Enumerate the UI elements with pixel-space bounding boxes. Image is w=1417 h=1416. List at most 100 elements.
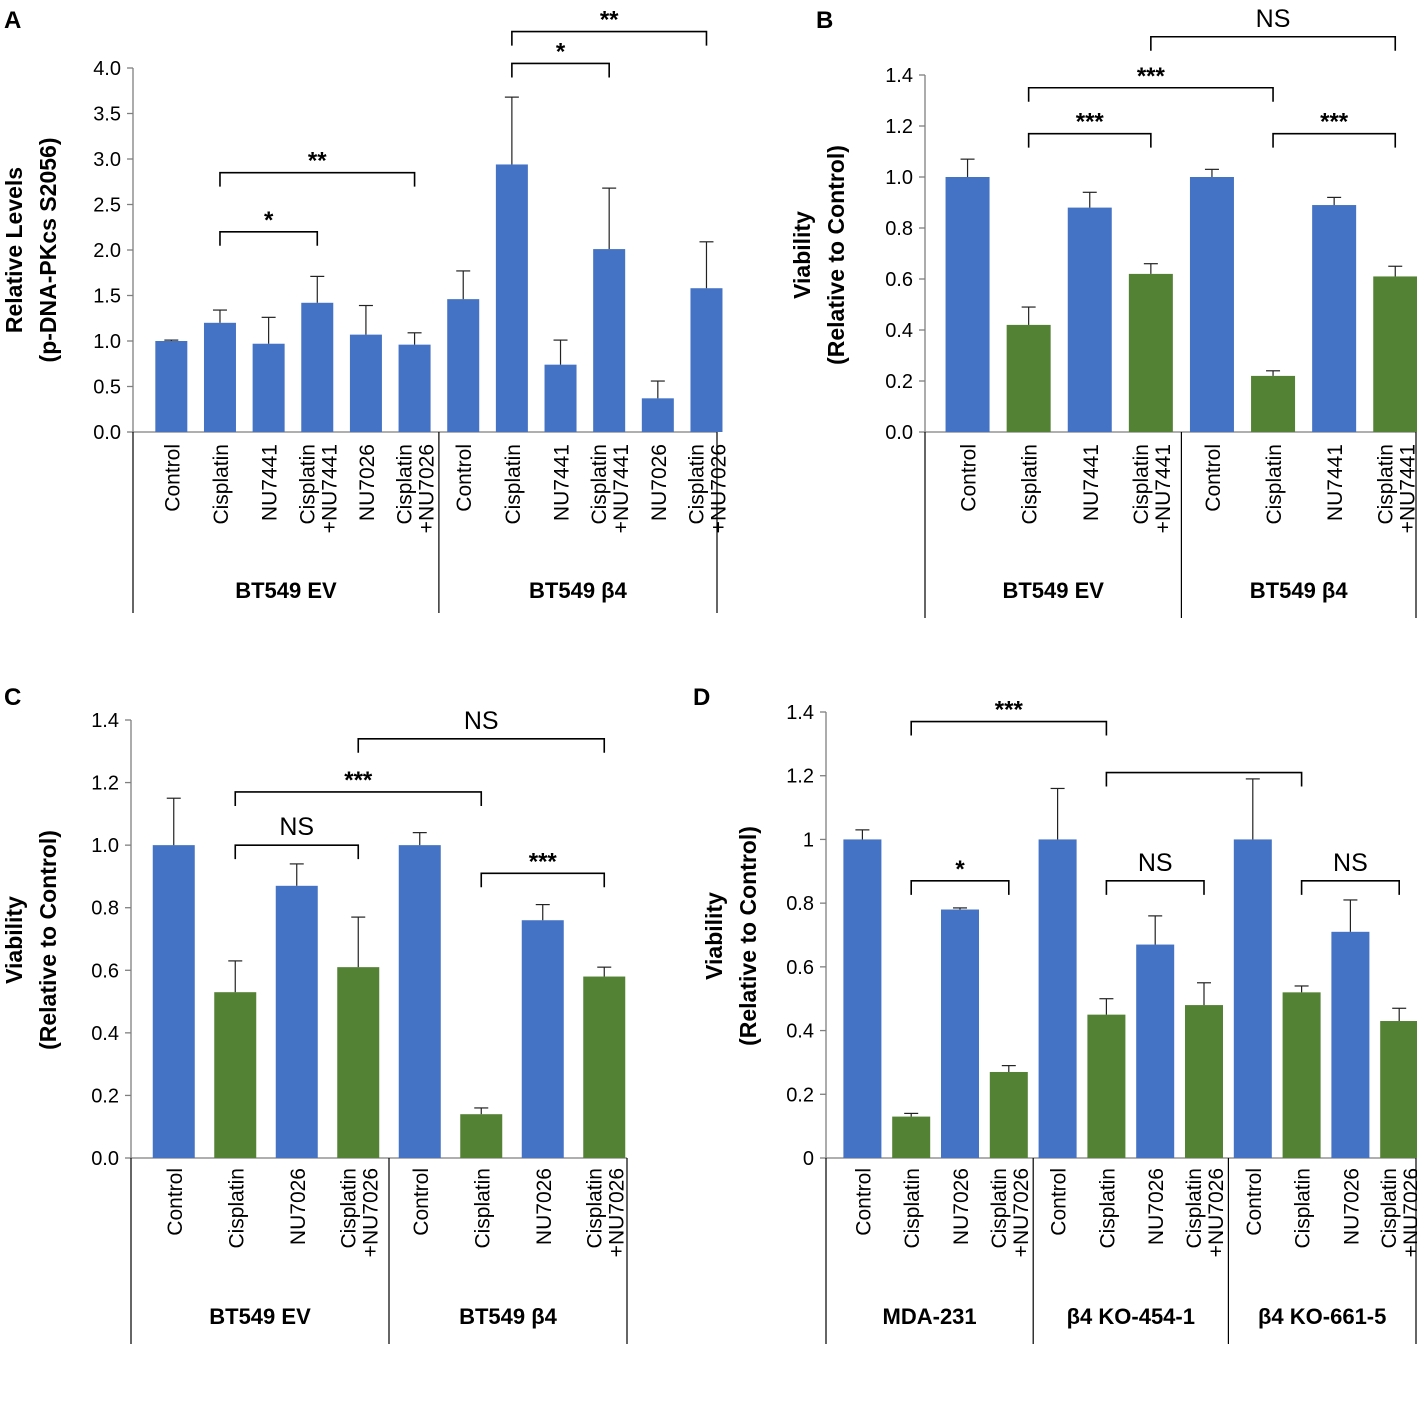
y-tick-label: 0.2: [91, 1085, 119, 1107]
group-label: BT549 β4: [529, 578, 628, 603]
category-label: Cisplatin: [1183, 1168, 1206, 1249]
bar: [989, 1071, 1028, 1158]
category-label: Control: [410, 1168, 433, 1236]
bar: [152, 845, 195, 1158]
y-axis-title-line-1: Viability: [701, 892, 727, 980]
bar: [1312, 205, 1357, 432]
y-axis-title-line-1: Viability: [1, 896, 27, 984]
bar: [155, 341, 188, 432]
bar: [1136, 944, 1175, 1158]
y-tick-label: 0.6: [885, 269, 913, 291]
significance-label: ***: [529, 848, 558, 875]
category-label: NU7026: [533, 1168, 556, 1245]
bar: [641, 398, 674, 432]
bar: [1373, 276, 1417, 432]
y-axis-title-line-1: Relative Levels: [1, 167, 27, 333]
category-label: +NU7441: [318, 444, 341, 533]
y-tick-label: 0.4: [91, 1023, 119, 1045]
significance-bracket: [910, 880, 1010, 895]
y-tick-label: 4.0: [93, 58, 121, 80]
y-tick-label: 1.2: [885, 116, 913, 138]
bar: [275, 885, 318, 1158]
category-label: Cisplatin: [394, 444, 417, 525]
panel-c-chart: C Viability (Relative to Control) 0.0 0.2 0.4…: [1, 684, 628, 1344]
y-tick-label: 1.4: [885, 65, 913, 87]
significance-label: ***: [344, 767, 373, 794]
bar: [892, 1116, 931, 1158]
bar: [843, 839, 882, 1158]
y-tick-label: 3.5: [93, 104, 121, 126]
significance-label: *: [556, 38, 566, 65]
y-axis-title: Viability (Relative to Control): [701, 826, 761, 1046]
significance-bracket: [511, 62, 610, 78]
significance-bracket: [910, 720, 1108, 736]
significance-bracket: [1105, 880, 1205, 895]
significance-label: NS: [464, 707, 499, 735]
y-tick-label: 2.5: [93, 195, 121, 217]
panel-b-chart: B Viability (Relative to Control) 0.0 0.2 0.4…: [789, 5, 1417, 618]
significance-bracket: [511, 30, 708, 46]
bar: [1251, 375, 1296, 432]
bar: [583, 976, 626, 1158]
category-label: +NU7441: [1152, 444, 1175, 533]
bar: [690, 288, 723, 432]
category-label: Cisplatin: [1374, 444, 1397, 525]
bar: [941, 909, 979, 1158]
y-tick-label: 0.0: [91, 1148, 119, 1170]
y-tick-label: 0.4: [885, 320, 913, 342]
bar: [1233, 839, 1272, 1158]
bar: [447, 299, 480, 432]
bar: [1087, 1014, 1126, 1158]
significance-bracket: [234, 844, 360, 860]
y-tick-label: 0.8: [786, 893, 814, 915]
bar: [214, 992, 257, 1158]
bar: [1185, 1005, 1223, 1158]
category-label: NU7026: [287, 1168, 310, 1245]
bar: [544, 364, 577, 432]
category-label: Cisplatin: [337, 1168, 360, 1249]
panel-letter: A: [4, 7, 21, 34]
bar: [252, 343, 285, 432]
group-label: MDA-231: [883, 1304, 977, 1329]
significance-label: *: [955, 856, 965, 883]
category-label: +NU7026: [359, 1168, 382, 1257]
bar: [1067, 207, 1112, 432]
category-label: +NU7026: [1010, 1168, 1033, 1257]
group-label: β4 KO-661-5: [1258, 1304, 1386, 1329]
category-label: NU7026: [356, 444, 379, 521]
category-label: Control: [164, 1168, 187, 1236]
y-axis-title-line-2: (Relative to Control): [735, 826, 761, 1046]
y-tick-label: 1.0: [91, 835, 119, 857]
category-label: +NU7441: [1396, 444, 1417, 533]
category-label: +NU7026: [416, 444, 439, 533]
category-label: +NU7441: [610, 444, 633, 533]
group-label: BT549 β4: [459, 1304, 558, 1329]
significance-bracket: [480, 872, 606, 888]
significance-label: **: [600, 7, 619, 34]
significance-bracket: [1300, 880, 1400, 895]
category-label: Cisplatin: [1263, 444, 1286, 525]
y-tick-label: 0.6: [786, 957, 814, 979]
category-label: NU7026: [648, 444, 671, 521]
significance-bracket: [1272, 132, 1397, 148]
panel-a-chart: A Relative Levels (p-DNA-PKcs S2056) 0.0 0.5…: [1, 7, 730, 613]
bar: [203, 322, 236, 432]
significance-label: NS: [1333, 849, 1368, 877]
y-tick-label: 0: [803, 1148, 814, 1170]
y-tick-label: 0.2: [885, 371, 913, 393]
category-label: Cisplatin: [1130, 444, 1153, 525]
category-label: Control: [453, 444, 476, 512]
category-label: Cisplatin: [471, 1168, 494, 1249]
significance-bracket: [357, 737, 606, 753]
y-tick-label: 0.8: [91, 898, 119, 920]
bar: [593, 249, 626, 432]
significance-bracket: [1027, 86, 1274, 102]
y-tick-label: 0.8: [885, 218, 913, 240]
significance-label: ***: [1320, 109, 1349, 136]
category-label: NU7441: [1080, 444, 1103, 521]
group-label: β4 KO-454-1: [1067, 1304, 1195, 1329]
y-tick-label: 1.5: [93, 286, 121, 308]
bar: [1189, 177, 1234, 432]
y-axis-title-line-2: (p-DNA-PKcs S2056): [35, 138, 61, 363]
